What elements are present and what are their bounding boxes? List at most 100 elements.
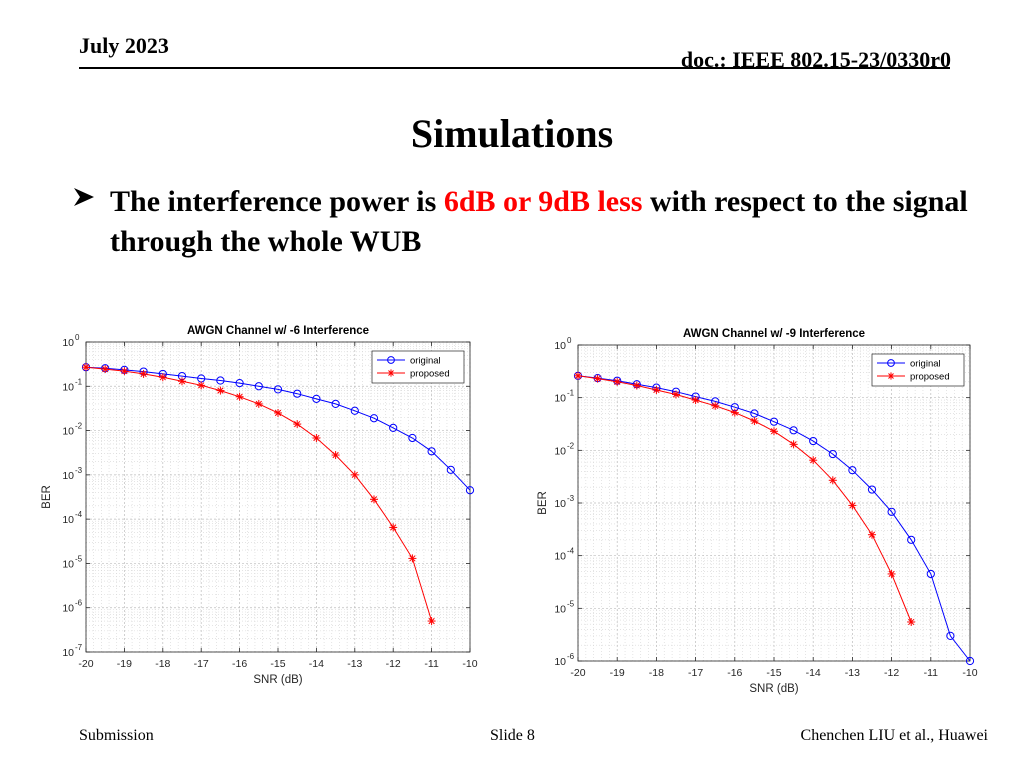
data-point-proposed <box>730 408 739 417</box>
y-tick-exponent: -7 <box>75 643 83 652</box>
x-tick-label: -16 <box>727 667 742 679</box>
marker-stroke <box>159 374 166 381</box>
y-tick-label: 10 <box>554 393 566 405</box>
marker-stroke <box>236 393 243 400</box>
footer-slide-number: Slide 8 <box>490 727 535 744</box>
y-tick-label: 10 <box>62 558 74 570</box>
data-point-proposed <box>139 369 148 378</box>
legend-label-original: original <box>910 359 941 370</box>
data-point-original <box>887 507 896 516</box>
data-point-original <box>769 417 779 426</box>
data-point-proposed <box>828 476 837 485</box>
x-tick-label: -10 <box>962 667 977 679</box>
arrow-bullet-icon <box>72 182 106 223</box>
marker-stroke <box>888 570 895 578</box>
series-line-original <box>85 366 471 491</box>
y-axis-label: BER <box>41 485 53 509</box>
marker-stroke <box>731 409 738 416</box>
x-tick-label: -16 <box>232 658 247 670</box>
legend-label-original: original <box>410 356 441 367</box>
marker-stroke <box>332 451 339 459</box>
marker-stroke <box>351 471 358 479</box>
legend-label-proposed: proposed <box>910 372 950 383</box>
marker-stroke <box>653 386 660 394</box>
y-tick-exponent: -4 <box>75 510 83 519</box>
data-point-proposed <box>672 390 680 399</box>
y-tick-label: 10 <box>554 656 566 668</box>
y-tick-label: 10 <box>62 514 74 526</box>
header-divider <box>79 67 950 69</box>
legend-marker-original <box>387 356 395 364</box>
y-tick-exponent: 0 <box>567 336 572 345</box>
x-axis-label: SNR (dB) <box>253 674 302 686</box>
marker-stroke <box>712 402 719 409</box>
x-tick-label: -15 <box>270 658 285 670</box>
marker-stroke <box>82 364 90 371</box>
y-tick-exponent: -1 <box>75 377 83 386</box>
data-point-original <box>235 379 244 388</box>
y-tick-exponent: -5 <box>567 599 575 608</box>
marker-stroke <box>198 382 205 389</box>
y-tick-exponent: -5 <box>75 554 83 563</box>
series-line-original <box>577 375 971 662</box>
data-point-original <box>273 385 283 394</box>
x-tick-label: -14 <box>309 658 324 670</box>
x-tick-label: -18 <box>155 658 170 670</box>
y-tick-label: 10 <box>554 340 566 352</box>
data-point-original <box>254 382 263 391</box>
data-point-proposed <box>711 401 720 410</box>
y-tick-exponent: -1 <box>567 389 575 398</box>
data-point-original <box>216 376 225 385</box>
x-tick-label: -19 <box>610 667 625 679</box>
data-point-proposed <box>789 440 798 449</box>
data-point-original <box>427 447 436 456</box>
x-tick-label: -10 <box>462 658 477 670</box>
y-tick-exponent: -3 <box>75 466 83 475</box>
marker-stroke <box>370 496 378 503</box>
y-axis-label: BER <box>537 491 549 515</box>
x-tick-label: -11 <box>924 667 939 679</box>
data-point-proposed <box>197 381 206 390</box>
data-point-proposed <box>274 408 282 417</box>
x-tick-label: -15 <box>766 667 781 679</box>
data-point-original <box>331 399 340 409</box>
marker-stroke <box>102 365 109 373</box>
footer-author: Chenchen LIU et al., Huawei <box>800 727 988 744</box>
data-point-original <box>828 449 837 459</box>
data-point-original <box>848 466 857 475</box>
marker-stroke <box>868 531 876 538</box>
data-point-proposed <box>613 377 622 386</box>
y-tick-exponent: -3 <box>567 494 575 503</box>
y-tick-label: 10 <box>62 647 74 659</box>
marker-stroke <box>255 400 262 408</box>
x-tick-label: -17 <box>688 667 703 679</box>
marker-stroke <box>388 370 394 376</box>
data-point-original <box>965 656 975 666</box>
y-tick-label: 10 <box>62 470 74 482</box>
marker-stroke <box>294 420 301 428</box>
slide-title: Simulations <box>410 111 614 156</box>
marker-stroke <box>409 555 416 562</box>
data-point-original <box>408 433 417 443</box>
footer-submission: Submission <box>79 727 154 744</box>
data-point-proposed <box>750 417 759 426</box>
data-point-original <box>293 389 302 398</box>
x-tick-label: -11 <box>424 658 439 670</box>
data-point-proposed <box>691 396 700 405</box>
data-point-proposed <box>331 451 340 460</box>
data-point-proposed <box>370 495 378 504</box>
x-tick-label: -20 <box>78 658 93 670</box>
legend-box <box>871 353 965 387</box>
data-point-proposed <box>389 523 398 532</box>
y-tick-label: 10 <box>62 337 74 349</box>
data-point-original <box>789 426 798 435</box>
data-point-proposed <box>848 501 857 510</box>
x-tick-label: -13 <box>845 667 860 679</box>
legend-marker-proposed <box>387 369 395 377</box>
marker-stroke <box>313 434 320 442</box>
data-point-proposed <box>887 569 896 578</box>
data-point-original <box>369 414 379 423</box>
marker-stroke <box>140 370 147 378</box>
data-point-proposed <box>216 386 225 395</box>
data-point-proposed <box>120 367 129 376</box>
